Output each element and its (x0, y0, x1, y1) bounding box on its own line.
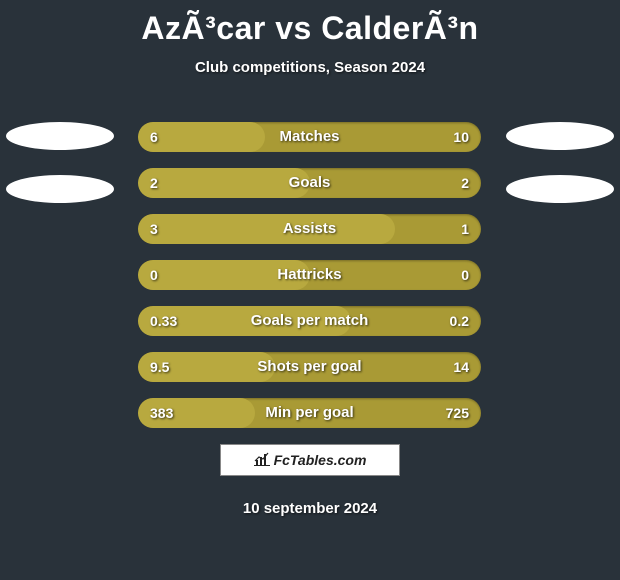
stat-row: 2Goals2 (138, 168, 481, 198)
team-b-logo-bottom (506, 175, 614, 203)
stat-value-right: 10 (453, 122, 469, 152)
team-a-logo-top (6, 122, 114, 150)
team-a-logo-bottom (6, 175, 114, 203)
page-subtitle: Club competitions, Season 2024 (0, 59, 620, 76)
stat-label: Min per goal (138, 398, 481, 428)
stat-label: Hattricks (138, 260, 481, 290)
stat-label: Matches (138, 122, 481, 152)
team-b-logo-top (506, 122, 614, 150)
comparison-bars: 6Matches10 2Goals2 3Assists1 0Hattricks0 0.3… (138, 122, 481, 444)
stat-value-right: 2 (461, 168, 469, 198)
stat-row: 383Min per goal725 (138, 398, 481, 428)
stat-value-right: 1 (461, 214, 469, 244)
page-title: AzÃ³car vs CalderÃ³n (0, 0, 620, 47)
stat-value-right: 725 (446, 398, 469, 428)
stat-label: Goals per match (138, 306, 481, 336)
stat-row: 0Hattricks0 (138, 260, 481, 290)
chart-icon (254, 446, 270, 476)
stat-label: Goals (138, 168, 481, 198)
stat-label: Shots per goal (138, 352, 481, 382)
footer-date: 10 september 2024 (0, 500, 620, 517)
stat-label: Assists (138, 214, 481, 244)
source-badge: FcTables.com (220, 444, 400, 476)
stat-value-right: 0.2 (450, 306, 469, 336)
stat-value-right: 14 (453, 352, 469, 382)
stat-row: 3Assists1 (138, 214, 481, 244)
stat-row: 9.5Shots per goal14 (138, 352, 481, 382)
stat-row: 6Matches10 (138, 122, 481, 152)
stat-row: 0.33Goals per match0.2 (138, 306, 481, 336)
source-badge-text: FcTables.com (274, 452, 367, 468)
stat-value-right: 0 (461, 260, 469, 290)
